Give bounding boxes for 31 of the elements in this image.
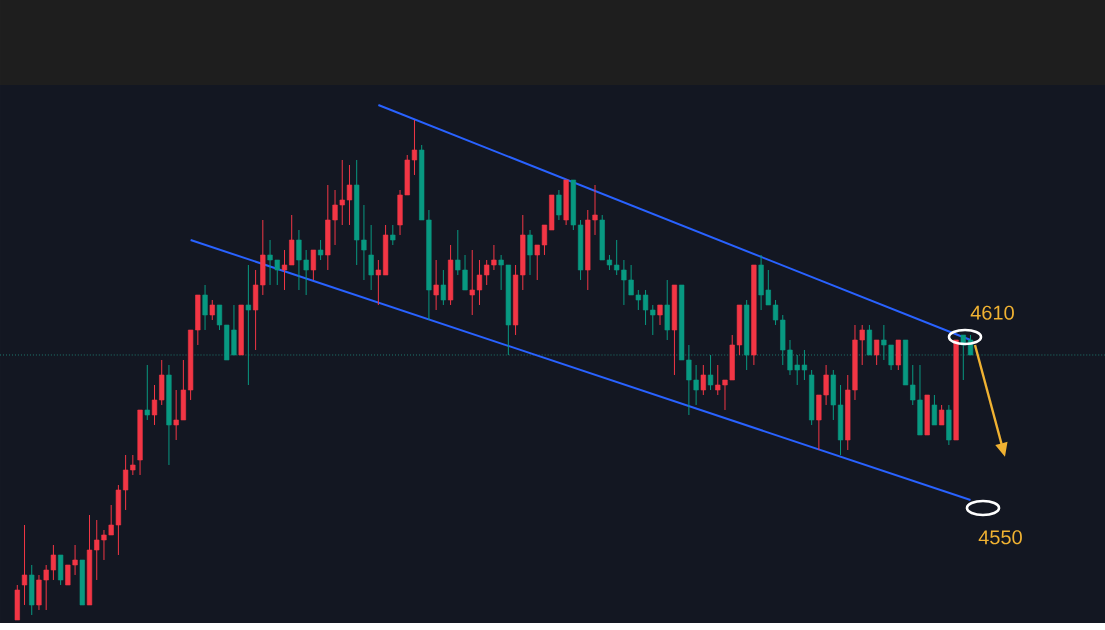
candlestick bbox=[368, 224, 374, 291]
candlestick bbox=[556, 189, 562, 221]
candlestick bbox=[527, 229, 533, 276]
candlestick bbox=[700, 364, 706, 396]
candlestick bbox=[534, 244, 540, 281]
candlestick bbox=[151, 384, 158, 426]
candlestick bbox=[657, 304, 663, 326]
candlestick bbox=[476, 259, 483, 306]
candlestick bbox=[411, 119, 418, 176]
text: 4550 bbox=[978, 530, 1022, 545]
candlestick bbox=[931, 394, 938, 426]
annotation: 4610 bbox=[970, 305, 1014, 320]
candlestick bbox=[707, 354, 714, 391]
candlestick bbox=[245, 264, 251, 386]
candlestick bbox=[469, 249, 475, 316]
candlestick bbox=[433, 259, 439, 311]
candlestick bbox=[144, 364, 150, 421]
candlestick bbox=[390, 224, 396, 246]
candlestick bbox=[939, 404, 945, 426]
candlestick bbox=[346, 164, 353, 226]
candlestick bbox=[21, 524, 28, 606]
candlestick bbox=[202, 284, 208, 331]
candlestick bbox=[317, 239, 324, 261]
candlestick bbox=[440, 269, 446, 306]
candlestick bbox=[216, 304, 223, 331]
candlestick bbox=[375, 259, 381, 306]
candlestick bbox=[541, 224, 548, 256]
candlestick bbox=[209, 299, 215, 321]
candlestick bbox=[281, 249, 288, 291]
candlestick bbox=[310, 249, 316, 281]
candlestick bbox=[874, 339, 880, 366]
